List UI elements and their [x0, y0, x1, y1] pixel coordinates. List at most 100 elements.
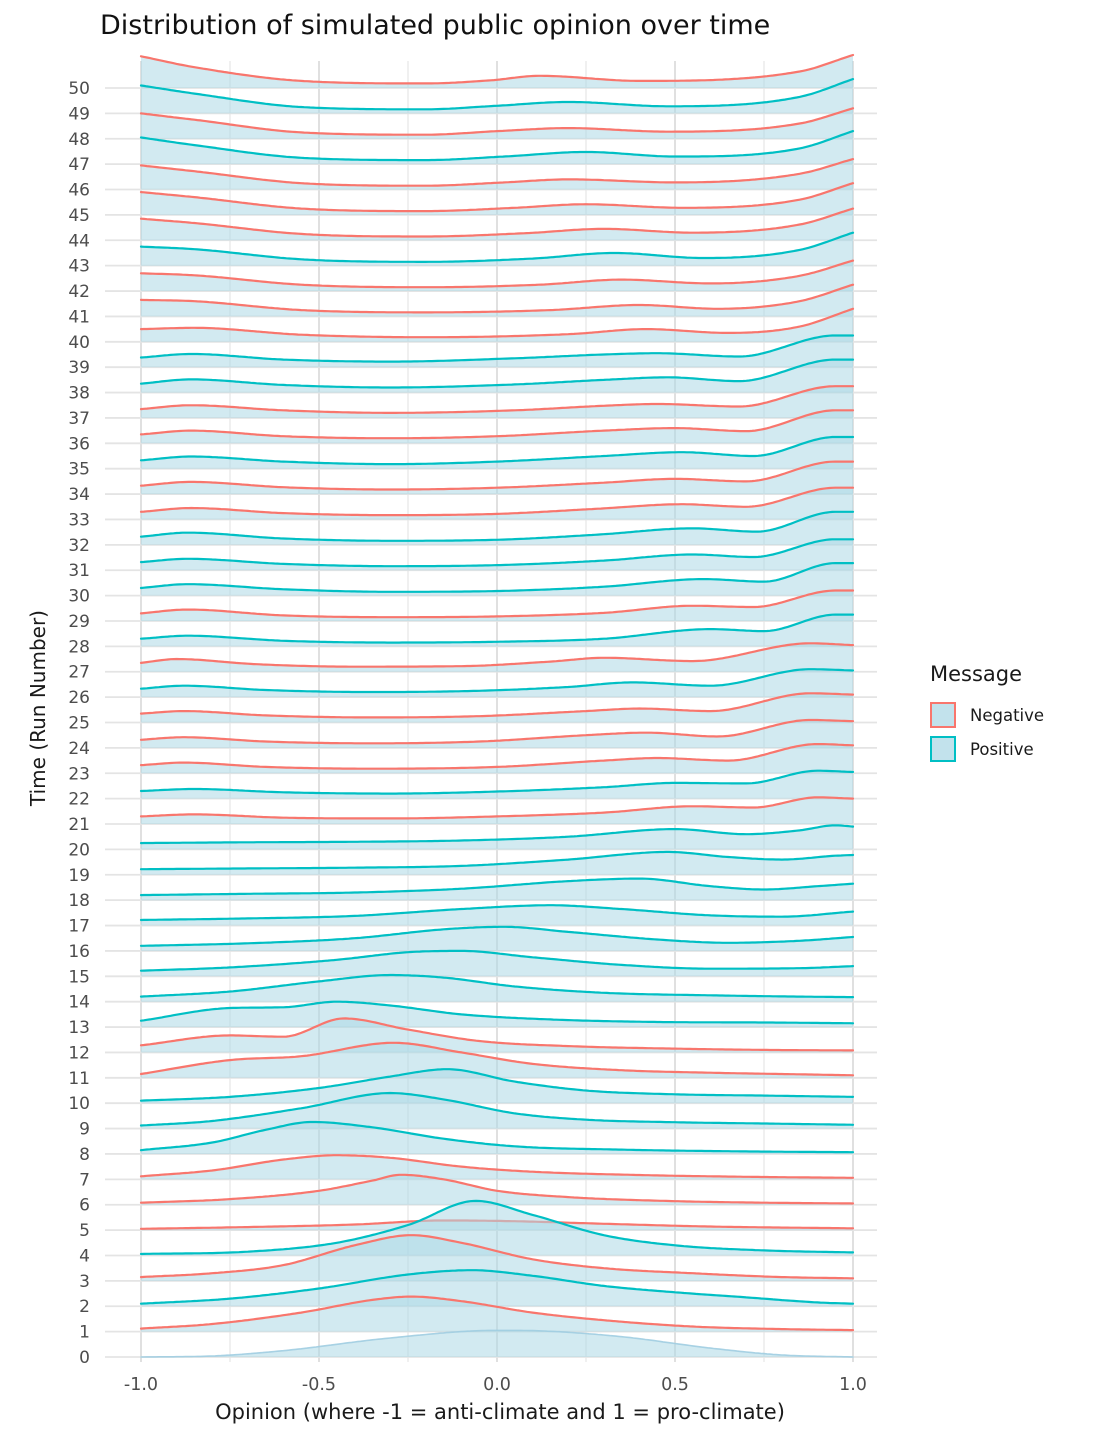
ridge-run-14 [139, 973, 855, 1002]
y-tick-label: 47 [68, 155, 90, 175]
y-tick-label: 36 [68, 434, 90, 454]
ridge-outline [139, 718, 855, 745]
y-tick-label: 11 [68, 1069, 90, 1089]
y-tick-label: 46 [68, 181, 90, 201]
ridge-outline [139, 78, 855, 111]
ridge-fill [141, 590, 853, 621]
ridge-run-47 [139, 130, 855, 165]
y-tick-label: 43 [68, 257, 90, 277]
ridge-outline [139, 409, 855, 440]
positive-swatch-icon [930, 736, 956, 762]
y-tick-label: 22 [68, 790, 90, 810]
y-tick-label: 32 [68, 536, 90, 556]
ridge-run-45 [139, 182, 855, 215]
ridge-run-19 [139, 850, 855, 875]
y-tick-label: 14 [68, 993, 90, 1013]
ridge-outline [139, 1295, 855, 1332]
ridge-fill [141, 1174, 853, 1205]
ridge-outline [139, 692, 855, 719]
ridge-outline [139, 877, 855, 897]
ridge-run-41 [139, 283, 855, 317]
y-tick-label: 29 [68, 612, 90, 632]
chart-title: Distribution of simulated public opinion… [100, 10, 771, 41]
ridge-fill [141, 1270, 853, 1307]
y-tick-label: 42 [68, 282, 90, 302]
ridge-run-42 [139, 259, 855, 291]
y-tick-label: 23 [68, 764, 90, 784]
ridge-outline [139, 307, 855, 339]
ridge-outline [139, 904, 855, 922]
y-tick-label: 0 [79, 1348, 90, 1368]
y-tick-label: 18 [68, 891, 90, 911]
ridge-outline [139, 460, 855, 491]
ridge-fill [141, 926, 853, 951]
ridge-outline [139, 850, 855, 871]
x-tick-label: -1.0 [124, 1375, 158, 1395]
ridge-run-23 [139, 743, 855, 774]
ridge-fill [141, 1155, 853, 1180]
y-tick-label: 16 [68, 942, 90, 962]
y-tick-label: 45 [68, 206, 90, 226]
ridge-run-48 [139, 107, 855, 139]
x-tick-label: 1.0 [839, 1375, 867, 1395]
ridge-run-10 [139, 1068, 855, 1104]
negative-swatch-icon [930, 702, 956, 728]
ridge-fill [141, 643, 853, 672]
ridge-run-4 [139, 1199, 855, 1256]
ridge-fill [141, 669, 853, 698]
ridge-fill [141, 308, 853, 342]
ridge-outline [139, 1068, 855, 1102]
ridge-outline [139, 642, 855, 668]
ridge-outline [139, 486, 855, 517]
y-tick-label: 24 [68, 739, 90, 759]
ridge-fill [141, 1200, 853, 1256]
y-tick-label: 21 [68, 815, 90, 835]
ridge-fill [141, 539, 853, 571]
ridge-run-33 [139, 486, 855, 520]
y-axis-title: Time (Run Number) [26, 610, 50, 806]
ridge-fill [141, 905, 853, 926]
ridge-outline [140, 1329, 854, 1358]
legend-title: Message [930, 662, 1023, 686]
x-tick-label: 0.5 [661, 1375, 689, 1395]
ridge-outline [139, 1041, 855, 1077]
y-tick-label: 26 [68, 688, 90, 708]
ridge-fill [141, 284, 853, 317]
ridge-outline [139, 510, 855, 542]
ridge-outline [139, 538, 855, 568]
ridge-fill [141, 1330, 853, 1357]
y-tick-label: 28 [68, 637, 90, 657]
ridge-fill [141, 386, 853, 418]
ridge-outline [139, 1154, 855, 1179]
y-tick-label: 8 [79, 1145, 90, 1165]
ridge-run-29 [139, 589, 855, 621]
ridge-run-6 [139, 1173, 855, 1205]
ridge-outline [139, 182, 855, 213]
ridge-fill [141, 487, 853, 520]
ridge-fill [141, 1296, 853, 1332]
ridge-run-31 [139, 538, 855, 571]
ridge-outline [139, 562, 855, 593]
ridge-fill [141, 1042, 853, 1078]
y-tick-label: 3 [79, 1272, 90, 1292]
ridge-outline [139, 1000, 855, 1025]
ridge-outline [139, 107, 855, 136]
ridge-outline [139, 743, 855, 770]
ridge-run-30 [139, 562, 855, 596]
ridge-fill [141, 1018, 853, 1053]
y-tick-label: 44 [68, 231, 90, 251]
ridge-run-25 [139, 692, 855, 723]
y-tick-label: 34 [68, 485, 90, 505]
y-tick-label: 1 [79, 1323, 90, 1343]
y-tick-label: 50 [68, 79, 90, 99]
ridge-run-9 [139, 1091, 855, 1129]
y-tick-label: 19 [68, 866, 90, 886]
ridge-fill [141, 614, 853, 647]
x-tick-label: 0.0 [483, 1375, 511, 1395]
y-tick-label: 27 [68, 663, 90, 683]
ridge-outline [139, 1091, 855, 1127]
ridge-outline [139, 1017, 855, 1052]
ridge-fill [141, 1001, 853, 1028]
ridge-fill [141, 410, 853, 444]
ridge-outline [139, 1269, 855, 1305]
